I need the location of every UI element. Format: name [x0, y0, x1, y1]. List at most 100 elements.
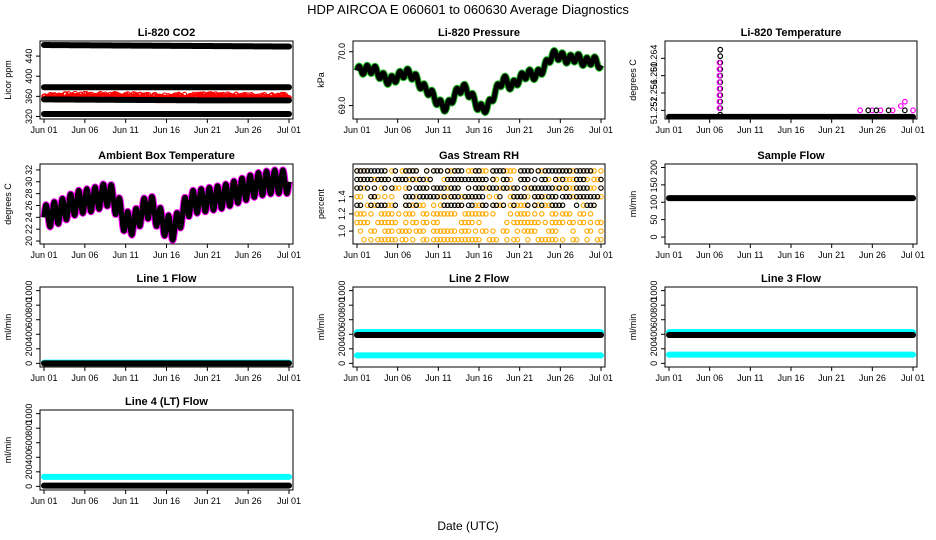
series-group: [666, 46, 916, 119]
data-point: [521, 168, 528, 174]
data-point: [518, 211, 524, 217]
y-tick-label: 0: [24, 361, 34, 366]
x-tick-label: Jun 16: [777, 125, 804, 135]
data-point: [368, 236, 374, 243]
data-point: [573, 185, 580, 191]
y-tick-label: 28: [24, 189, 34, 199]
x-tick-label: Jun 06: [696, 250, 723, 260]
data-point: [403, 185, 409, 191]
data-point: [857, 107, 864, 114]
data-point: [434, 168, 440, 174]
data-point: [441, 228, 447, 234]
data-point: [375, 176, 381, 183]
data-point: [570, 236, 576, 243]
data-point: [354, 202, 360, 209]
data-point: [511, 193, 517, 200]
data-point: [448, 236, 454, 243]
data-point: [566, 193, 573, 200]
x-tick-label: Jun 21: [818, 125, 845, 135]
y-tick-label: 400: [337, 327, 347, 342]
x-tick-label: Jun 11: [112, 373, 138, 383]
data-point: [532, 202, 538, 209]
data-point: [493, 236, 500, 243]
data-point: [357, 168, 364, 174]
data-point: [518, 193, 524, 200]
data-point: [396, 211, 402, 217]
data-point: [552, 211, 559, 217]
y-tick-label: 0: [337, 361, 347, 366]
data-point: [389, 185, 395, 191]
data-point: [479, 168, 486, 174]
x-tick-label: Jun 16: [465, 125, 492, 135]
data-point: [371, 168, 378, 174]
data-point: [594, 219, 601, 226]
data-point: [535, 185, 542, 191]
data-point: [716, 98, 723, 105]
data-point: [570, 168, 576, 174]
data-point: [389, 193, 395, 200]
data-point: [559, 185, 566, 191]
data-point: [542, 202, 548, 209]
series-group: [353, 47, 605, 117]
data-point: [469, 211, 475, 217]
data-point: [469, 236, 475, 243]
x-tick-label: Jul 01: [589, 250, 613, 260]
data-point: [375, 236, 381, 243]
data-point: [580, 176, 587, 183]
x-tick-label: Jun 16: [153, 125, 180, 135]
data-point: [573, 193, 580, 200]
data-point: [493, 168, 500, 174]
data-point: [549, 219, 555, 226]
data-point: [549, 168, 555, 174]
data-point: [451, 176, 458, 183]
data-point: [717, 111, 724, 118]
data-point: [580, 202, 587, 209]
y-tick-label: 26: [24, 200, 34, 210]
data-point: [416, 185, 423, 191]
data-point: [566, 211, 573, 217]
data-point: [410, 219, 416, 226]
data-point: [598, 236, 604, 243]
data-point: [552, 193, 559, 200]
data-point: [465, 176, 472, 183]
data-point: [885, 107, 892, 114]
data-point: [525, 236, 531, 243]
x-tick-label: Jun 06: [71, 496, 98, 506]
x-tick-label: Jun 16: [153, 250, 180, 260]
y-tick-label: 1.0: [337, 225, 347, 238]
data-point: [580, 168, 587, 174]
data-point: [577, 176, 583, 183]
data-point: [385, 202, 392, 209]
data-point: [538, 202, 545, 209]
data-point: [532, 228, 538, 234]
data-point: [514, 185, 521, 191]
y-tick-label: 600: [24, 435, 34, 450]
data-point: [420, 236, 426, 243]
data-point: [434, 228, 440, 234]
data-point: [507, 202, 514, 209]
data-point: [451, 211, 458, 217]
data-point: [392, 219, 399, 226]
x-tick-label: Jun 21: [194, 125, 221, 135]
x-tick-label: Jun 26: [235, 373, 262, 383]
y-tick-label: 360: [24, 89, 34, 104]
data-point: [577, 168, 583, 174]
data-point: [535, 219, 542, 226]
data-point: [403, 193, 409, 200]
data-point: [403, 219, 409, 226]
data-point: [570, 228, 576, 234]
panel-title: Li-820 Temperature: [741, 27, 842, 39]
x-axis-label: Date (UTC): [437, 519, 498, 533]
data-point: [535, 193, 542, 200]
panel-title: Line 3 Flow: [761, 273, 821, 285]
data-point: [556, 219, 562, 226]
data-point: [552, 185, 559, 191]
y-axis-label: ml/min: [316, 314, 326, 341]
data-point: [371, 228, 378, 234]
data-point: [573, 202, 580, 209]
data-point: [427, 176, 433, 183]
x-tick-label: Jun 01: [343, 373, 370, 383]
